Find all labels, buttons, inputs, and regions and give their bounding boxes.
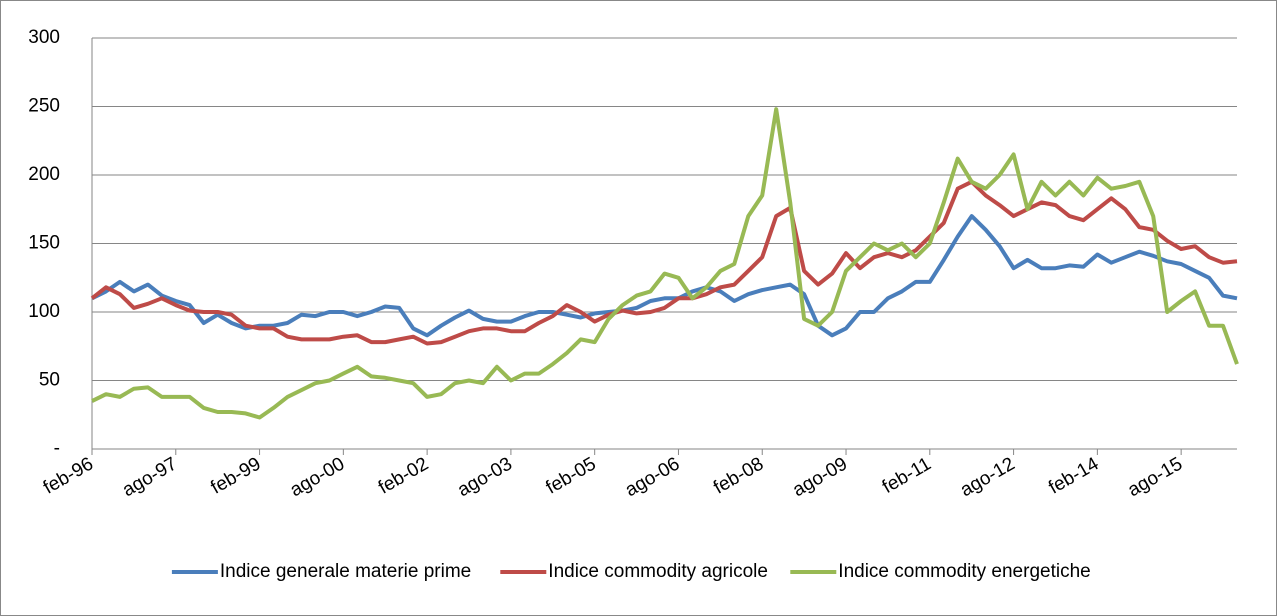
y-tick-label: 100: [28, 301, 60, 322]
legend-label: Indice commodity agricole: [548, 561, 768, 582]
y-tick-label: 300: [28, 27, 60, 48]
series-line: [91, 214, 1238, 338]
series-line: [91, 107, 1239, 420]
y-tick-label: 150: [28, 233, 60, 254]
y-tick-label: 200: [28, 164, 60, 185]
y-tick-label: -: [54, 438, 60, 459]
legend-label: Indice generale materie prime: [220, 561, 471, 582]
y-tick-label: 250: [28, 96, 60, 117]
y-tick-label: 50: [39, 370, 60, 391]
series-line: [90, 179, 1238, 346]
legend-label: Indice commodity energetiche: [838, 561, 1090, 582]
